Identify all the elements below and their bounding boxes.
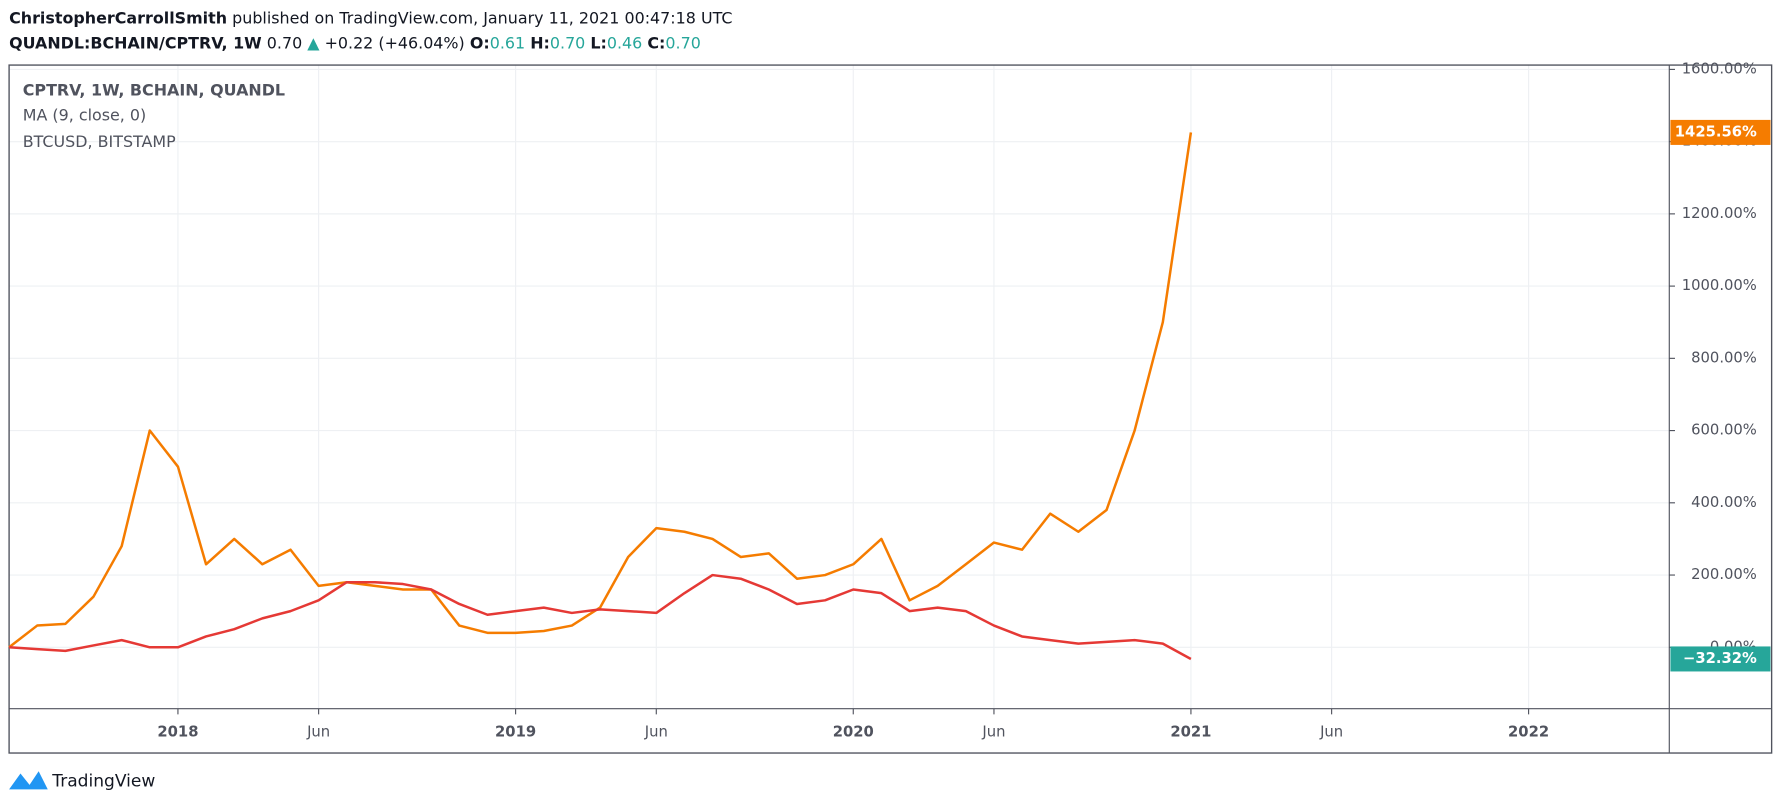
- ohlc-value: 0.70: [550, 33, 585, 52]
- y-tick-label: 1200.00%: [1682, 205, 1757, 222]
- y-tick-label: 1600.00%: [1682, 60, 1757, 77]
- last-value-label: 1425.56%: [1675, 123, 1757, 140]
- x-tick-label: 2020: [833, 724, 874, 741]
- y-tick-label: 600.00%: [1691, 422, 1757, 439]
- header-line: ChristopherCarrollSmith published on Tra…: [9, 8, 732, 27]
- ohlc-key: H:: [530, 33, 550, 52]
- author: ChristopherCarrollSmith: [9, 8, 227, 27]
- chart-frame: [8, 64, 1773, 754]
- y-tick-label: 800.00%: [1691, 349, 1757, 366]
- x-tick-label: Jun: [981, 724, 1005, 741]
- ohlc-value: 0.70: [665, 33, 700, 52]
- series-line: [8, 132, 1193, 649]
- x-tick-label: 2019: [495, 724, 536, 741]
- arrow: ▲: [307, 33, 320, 52]
- x-tick-label: 2021: [1170, 724, 1211, 741]
- last-value-box: [1670, 646, 1771, 672]
- x-tick-label: Jun: [306, 724, 330, 741]
- y-tick-label: 200.00%: [1691, 566, 1757, 583]
- brand: TradingView: [51, 771, 155, 791]
- x-tick-label: Jun: [644, 724, 668, 741]
- published: published on TradingView.com, January 11…: [232, 8, 732, 27]
- last: 0.70: [267, 33, 302, 52]
- ohlc-key: C:: [647, 33, 665, 52]
- legend-series: BTCUSD, BITSTAMP: [23, 132, 176, 151]
- ohlc-key: O:: [470, 33, 490, 52]
- x-tick-label: 2018: [157, 724, 198, 741]
- legend-indicator: MA (9, close, 0): [23, 106, 147, 125]
- symbol-line: QUANDL:BCHAIN/CPTRV, 1W 0.70 ▲ +0.22 (+4…: [9, 33, 701, 52]
- last-value-box: [1670, 119, 1771, 145]
- y-tick-label: 400.00%: [1691, 494, 1757, 511]
- logo: [9, 771, 48, 790]
- series-line: [9, 573, 1192, 661]
- ohlc-value: 0.46: [607, 33, 642, 52]
- ohlc-key: L:: [590, 33, 607, 52]
- x-tick-label: Jun: [1319, 724, 1343, 741]
- ohlc-value: 0.61: [490, 33, 525, 52]
- last-value-label: −32.32%: [1683, 650, 1757, 667]
- change: +0.22 (+46.04%): [325, 33, 465, 52]
- legend-series: CPTRV, 1W, BCHAIN, QUANDL: [23, 81, 285, 100]
- y-tick-label: 1000.00%: [1682, 277, 1757, 294]
- x-tick-label: 2022: [1508, 724, 1549, 741]
- symbol: QUANDL:BCHAIN/CPTRV, 1W: [9, 33, 262, 52]
